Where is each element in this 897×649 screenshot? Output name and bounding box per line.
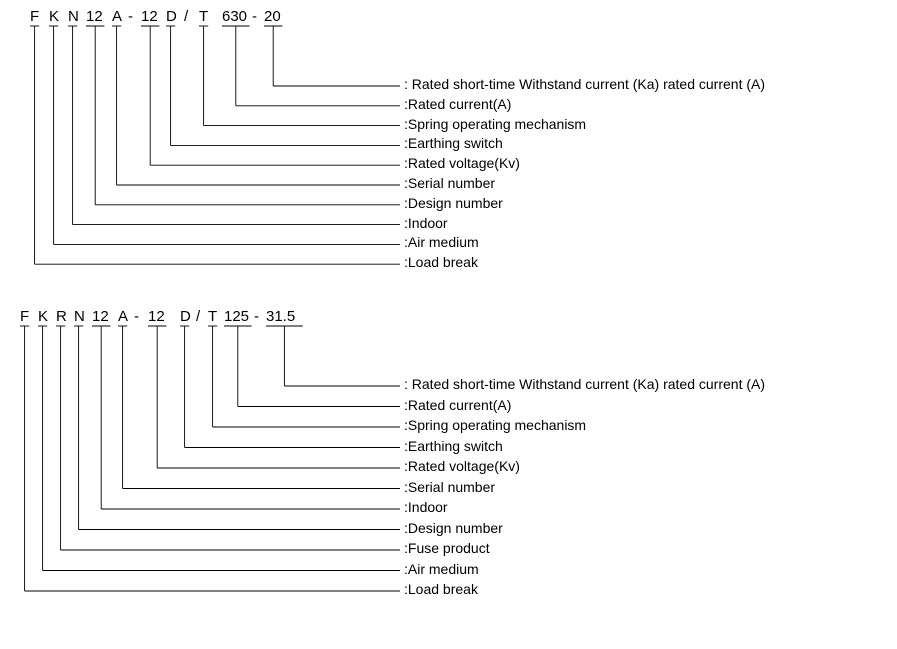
code-segment: 630 — [222, 8, 247, 25]
code-segment: A — [112, 8, 122, 25]
code-segment-description: : Rated short-time Withstand current (Ka… — [404, 376, 765, 392]
code-segment-description: :Design number — [404, 520, 503, 536]
code-segment: / — [184, 8, 188, 25]
code-segment: A — [118, 308, 128, 325]
code-segment-description: :Rated voltage(Kv) — [404, 155, 520, 171]
code-segment-description: :Design number — [404, 195, 503, 211]
code-segment: 12 — [92, 308, 109, 325]
code-segment-description: :Fuse product — [404, 540, 490, 556]
code-segment-description: :Indoor — [404, 499, 448, 515]
code-segment-description: : Rated short-time Withstand current (Ka… — [404, 76, 765, 92]
code-segment-description: :Load break — [404, 254, 478, 270]
code-segment: / — [196, 308, 200, 325]
code-segment: 12 — [86, 8, 103, 25]
code-segment: 125 — [224, 308, 249, 325]
code-segment-description: :Rated current(A) — [404, 397, 511, 413]
code-segment: K — [38, 308, 48, 325]
code-segment-description: :Serial number — [404, 479, 495, 495]
code-segment-description: :Air medium — [404, 561, 479, 577]
code-segment: D — [180, 308, 191, 325]
code-segment-description: :Earthing switch — [404, 438, 503, 454]
code-segment: - — [252, 8, 257, 25]
code-segment-description: :Load break — [404, 581, 478, 597]
code-segment-description: :Spring operating mechanism — [404, 116, 586, 132]
code-segment: F — [20, 308, 29, 325]
code-segment-description: :Earthing switch — [404, 135, 503, 151]
code-segment: K — [49, 8, 59, 25]
code-segment: D — [166, 8, 177, 25]
code-segment: - — [254, 308, 259, 325]
code-segment: T — [208, 308, 217, 325]
code-segment-description: :Air medium — [404, 234, 479, 250]
code-segment: T — [199, 8, 208, 25]
code-segment: F — [30, 8, 39, 25]
code-segment: 12 — [148, 308, 165, 325]
code-segment-description: :Rated voltage(Kv) — [404, 458, 520, 474]
code-segment-description: :Spring operating mechanism — [404, 417, 586, 433]
code-segment-description: :Indoor — [404, 215, 448, 231]
code-segment-description: :Rated current(A) — [404, 96, 511, 112]
code-segment: - — [134, 308, 139, 325]
model-code-breakdown-diagram: { "geometry": { "line_color": "#000000",… — [0, 0, 897, 649]
code-segment: 31.5 — [266, 308, 295, 325]
code-segment: 20 — [264, 8, 281, 25]
code-segment: R — [56, 308, 67, 325]
code-segment: 12 — [141, 8, 158, 25]
code-segment-description: :Serial number — [404, 175, 495, 191]
code-segment: - — [128, 8, 133, 25]
code-segment: N — [74, 308, 85, 325]
code-segment: N — [68, 8, 79, 25]
